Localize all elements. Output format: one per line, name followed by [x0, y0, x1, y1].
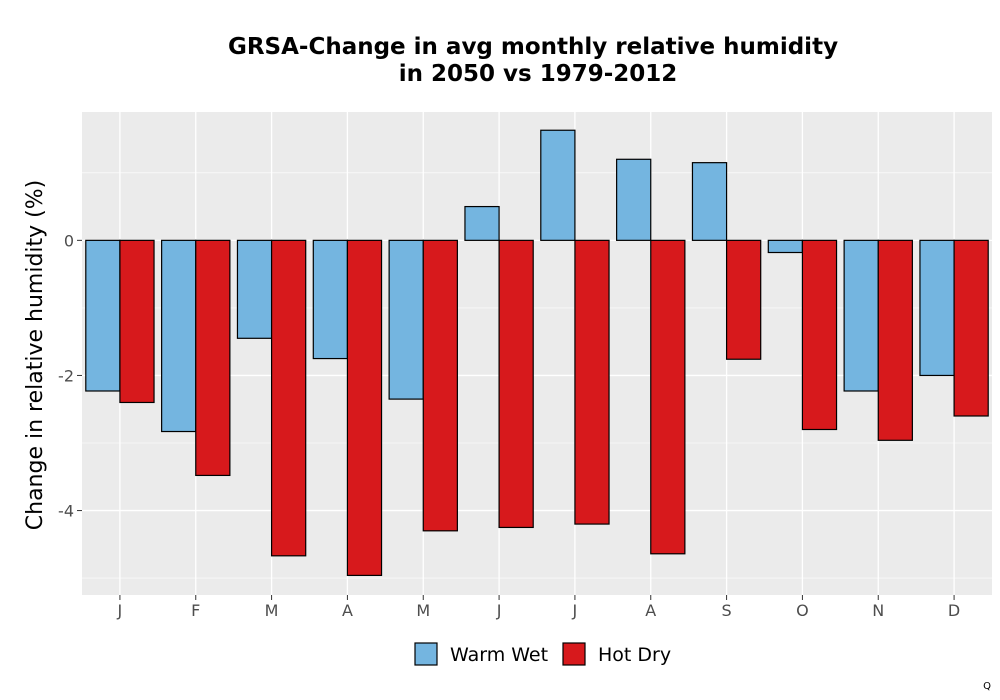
- x-tick-label: J: [496, 601, 502, 620]
- x-tick-label: F: [191, 601, 200, 620]
- bar-warm-wet: [85, 239, 121, 392]
- legend-key-warm-wet: [414, 642, 438, 666]
- bar-hot-dry: [574, 239, 610, 525]
- y-axis-ticks: 0 -2 -4: [58, 231, 82, 521]
- bar-hot-dry: [270, 239, 307, 557]
- bar-hot-dry: [346, 239, 383, 577]
- bar-hot-dry: [953, 239, 989, 417]
- x-tick-label: D: [948, 601, 960, 620]
- legend: Warm Wet Hot Dry: [414, 642, 671, 666]
- corner-mark: Q: [983, 681, 991, 692]
- y-axis-label: Change in relative humidity (%): [23, 180, 48, 530]
- legend-label: Hot Dry: [598, 644, 671, 666]
- bar-hot-dry: [877, 239, 913, 441]
- bar-warm-wet: [616, 158, 652, 241]
- x-tick-label: J: [572, 601, 578, 620]
- bar-hot-dry: [498, 239, 534, 529]
- bar-warm-wet: [540, 129, 576, 241]
- legend-key-hot-dry: [562, 642, 586, 666]
- bar-warm-wet: [843, 239, 879, 392]
- bar-warm-wet: [312, 239, 349, 360]
- bar-hot-dry: [650, 239, 686, 555]
- x-tick-label: A: [645, 601, 656, 620]
- x-tick-label: M: [265, 601, 279, 620]
- chart-title-line1: GRSA-Change in avg monthly relative humi…: [228, 34, 838, 60]
- y-tick-label: -4: [58, 502, 74, 521]
- x-tick-label: S: [722, 601, 732, 620]
- bar-warm-wet: [919, 239, 955, 377]
- bar-warm-wet: [161, 239, 197, 433]
- bar-warm-wet: [767, 239, 804, 254]
- bar-warm-wet: [236, 239, 273, 339]
- bar-warm-wet: [388, 239, 424, 400]
- x-tick-label: J: [117, 601, 123, 620]
- chart-title-line2: in 2050 vs 1979-2012: [399, 61, 678, 87]
- bar-hot-dry: [725, 239, 762, 360]
- bar-hot-dry: [422, 239, 458, 532]
- legend-label: Warm Wet: [450, 644, 548, 666]
- bar-hot-dry: [801, 239, 838, 431]
- bars-group: [85, 129, 989, 577]
- x-tick-label: M: [416, 601, 430, 620]
- x-tick-label: N: [872, 601, 884, 620]
- x-tick-label: O: [796, 601, 809, 620]
- y-tick-label: -2: [58, 366, 74, 385]
- bar-warm-wet: [464, 205, 500, 241]
- bar-warm-wet: [691, 162, 728, 241]
- bar-hot-dry: [195, 239, 231, 477]
- y-tick-label: 0: [64, 231, 74, 250]
- plot-panel: [82, 112, 992, 595]
- bar-hot-dry: [119, 239, 155, 404]
- x-tick-label: A: [342, 601, 353, 620]
